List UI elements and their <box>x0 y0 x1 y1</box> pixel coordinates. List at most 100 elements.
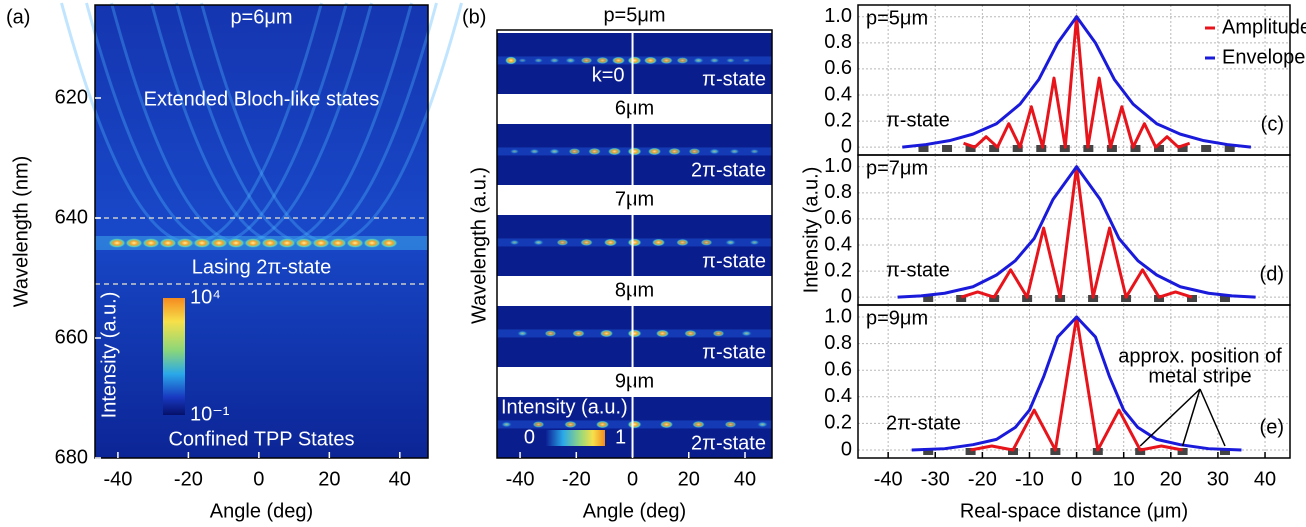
emission-spot <box>532 421 545 428</box>
annotation-arrow <box>1199 388 1226 447</box>
lasing-spot <box>346 238 364 248</box>
panel-label: (c) <box>1261 113 1284 135</box>
emission-spot <box>588 147 601 155</box>
emission-spot <box>533 57 544 63</box>
colorbar-label: Intensity (a.u.) <box>501 396 628 418</box>
colorbar-tick-label: 10⁻¹ <box>190 403 230 425</box>
y-tick-label: 0 <box>841 135 852 157</box>
emission-spot <box>505 56 517 65</box>
colorbar-tick-label: 0 <box>524 426 535 448</box>
emission-spot <box>509 148 520 154</box>
emission-spot <box>643 56 658 65</box>
y-tick-label: 0.8 <box>824 31 852 53</box>
metal-stripe <box>956 295 967 302</box>
y-tick-label: 620 <box>55 86 88 108</box>
metal-stripe <box>1219 448 1230 455</box>
metal-stripe <box>1012 145 1023 152</box>
x-tick-label: -40 <box>103 468 132 490</box>
x-tick-label: 40 <box>1254 468 1276 490</box>
colorbar-tick-label: 1 <box>615 426 626 448</box>
emission-spot <box>668 147 681 155</box>
x-tick-label: -20 <box>174 468 203 490</box>
x-tick-label: 20 <box>318 468 340 490</box>
y-tick-label: 0.6 <box>824 207 852 229</box>
emission-spot <box>568 148 581 155</box>
emission-spot <box>749 148 760 154</box>
panel-label: (a) <box>6 6 30 28</box>
y-tick-label: 0.2 <box>824 109 852 131</box>
x-tick-label: 20 <box>1160 468 1182 490</box>
axes-frame <box>496 29 773 459</box>
emission-spot <box>517 330 528 337</box>
legend-label: Amplitude <box>1222 16 1306 38</box>
metal-stripe <box>989 145 1000 152</box>
state-label: π-state <box>702 68 766 90</box>
colorbar <box>163 298 185 415</box>
lasing-spot <box>125 238 143 248</box>
y-axis-label: Wavelength (nm) <box>10 156 32 308</box>
x-axis-label: Angle (deg) <box>210 500 313 522</box>
annotation: k=0 <box>592 64 625 86</box>
emission-spot <box>501 421 512 428</box>
y-tick-label: 0.8 <box>824 181 852 203</box>
emission-spot <box>692 420 705 428</box>
y-tick-label: 0.8 <box>824 332 852 354</box>
emission-spot <box>627 238 642 247</box>
emission-spot <box>627 147 642 156</box>
metal-stripe <box>965 145 976 152</box>
emission-spot <box>700 239 713 246</box>
state-label: π-state <box>886 259 950 281</box>
x-tick-label: -20 <box>562 468 591 490</box>
emission-spot <box>647 147 662 156</box>
colorbar-tick-label: 10⁴ <box>190 286 221 308</box>
emission-spot <box>518 58 527 63</box>
emission-spot <box>533 239 544 246</box>
x-tick-label: -40 <box>874 468 903 490</box>
y-tick-label: 640 <box>55 206 88 228</box>
state-label: 2π-state <box>691 159 766 181</box>
emission-spot <box>725 57 736 63</box>
emission-spot <box>651 238 666 247</box>
state-label: π-state <box>886 109 950 131</box>
annotation: Extended Bloch-like states <box>144 88 380 110</box>
y-tick-label: 0 <box>841 285 852 307</box>
emission-spot <box>627 329 642 338</box>
annotation: approx. position of <box>1118 345 1282 367</box>
emission-spot <box>603 238 618 247</box>
emission-spot <box>688 148 701 155</box>
emission-spot <box>572 329 585 337</box>
lasing-spot <box>108 238 126 248</box>
state-label: 2π-state <box>691 432 766 454</box>
metal-stripe <box>1036 145 1047 152</box>
emission-spot <box>549 148 560 155</box>
emission-spot <box>729 148 740 155</box>
lasing-spot <box>363 238 381 248</box>
colorbar <box>545 430 605 446</box>
metal-stripe <box>1201 145 1212 152</box>
emission-spot <box>627 420 642 429</box>
lasing-spot <box>261 238 279 248</box>
y-tick-label: 660 <box>55 326 88 348</box>
lasing-spot <box>159 238 177 248</box>
emission-spot <box>564 420 577 428</box>
x-tick-label: -20 <box>968 468 997 490</box>
emission-spot <box>580 57 593 64</box>
emission-spot <box>565 57 576 64</box>
panel-title: p=6μm <box>230 6 292 28</box>
period-label: 8μm <box>615 279 654 301</box>
metal-stripe <box>1219 295 1230 302</box>
x-tick-label: 10 <box>1113 468 1135 490</box>
x-tick-label: 20 <box>678 468 700 490</box>
metal-stripe <box>1177 145 1188 152</box>
lasing-spot <box>176 238 194 248</box>
x-axis-label: Angle (deg) <box>583 500 686 522</box>
lasing-spot <box>193 238 211 248</box>
emission-spot <box>757 421 768 428</box>
period-label: 6μm <box>615 97 654 119</box>
annotation: Confined TPP States <box>168 428 354 450</box>
emission-spot <box>724 421 737 428</box>
state-label: π-state <box>702 250 766 272</box>
metal-stripe <box>918 145 929 152</box>
panel-title: p=5μm <box>866 7 928 29</box>
